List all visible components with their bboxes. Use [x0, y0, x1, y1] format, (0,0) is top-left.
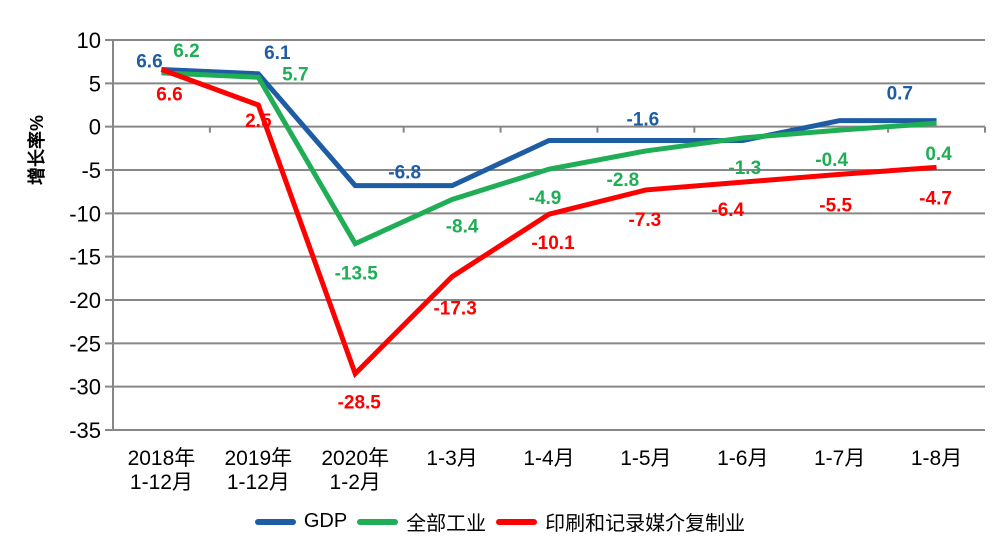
data-label-industry: 0.4 [925, 144, 952, 165]
data-label-industry: 6.2 [173, 41, 199, 62]
series-line-industry [161, 70, 937, 247]
legend-swatch-gdp [254, 518, 296, 525]
data-label-printing: -28.5 [338, 393, 382, 414]
data-label-printing: 2.5 [245, 111, 272, 132]
x-category-label: 1-3月 [426, 447, 477, 470]
x-category-label: 1-6月 [717, 447, 768, 470]
data-label-industry: -2.8 [607, 170, 640, 191]
y-tick-label: -35 [69, 418, 101, 443]
y-tick-label: 0 [89, 115, 101, 140]
data-label-printing: -4.7 [919, 188, 952, 209]
series-line-gdp [161, 66, 937, 189]
data-label-gdp: -6.8 [388, 163, 421, 184]
x-category-label: 1-7月 [814, 447, 865, 470]
data-label-industry: -13.5 [335, 264, 379, 285]
y-tick-label: -5 [81, 158, 101, 183]
data-label-printing: -10.1 [531, 233, 575, 254]
data-label-gdp: 0.7 [887, 84, 913, 105]
x-category-label: 1-4月 [523, 447, 574, 470]
legend-item-printing: 印刷和记录媒介复制业 [496, 507, 745, 536]
legend-swatch-industry [357, 518, 399, 525]
x-category-label: 1-8月 [911, 447, 962, 470]
series-line-printing [160, 67, 937, 379]
x-category-label: 2018年 1-12月 [128, 447, 196, 494]
legend-item-gdp: GDP [254, 510, 348, 533]
y-tick-label: -10 [69, 201, 101, 226]
data-label-industry: 5.7 [282, 64, 308, 85]
legend-swatch-printing [496, 518, 538, 525]
x-category-label: 2019年 1-12月 [224, 447, 292, 494]
data-label-industry: -0.4 [815, 150, 848, 171]
data-label-printing: -17.3 [433, 299, 476, 320]
data-label-industry: -8.4 [446, 216, 479, 237]
x-category-label: 2020年 1-2月 [321, 447, 389, 494]
data-label-printing: -5.5 [819, 195, 852, 216]
y-axis-title: 增长率% [27, 114, 47, 186]
data-label-gdp: -1.6 [627, 110, 660, 131]
data-label-printing: -6.4 [711, 200, 744, 221]
legend-label-printing: 印刷和记录媒介复制业 [545, 513, 746, 535]
y-tick-label: -25 [69, 331, 101, 356]
legend: GDP 全部工业 印刷和记录媒介复制业 [0, 507, 1000, 536]
data-label-gdp: 6.6 [136, 51, 162, 72]
data-label-industry: -4.9 [529, 188, 562, 209]
x-category-label: 1-5月 [620, 447, 671, 470]
data-label-printing: 6.6 [156, 84, 182, 105]
y-tick-label: -30 [69, 375, 101, 400]
legend-item-industry: 全部工业 [357, 507, 486, 536]
y-tick-label: -20 [69, 288, 101, 313]
y-tick-label: 5 [89, 71, 101, 96]
y-tick-label: 10 [77, 28, 101, 53]
y-tick-label: -15 [69, 245, 101, 270]
data-label-industry: -1.3 [728, 158, 761, 179]
legend-label-gdp: GDP [303, 510, 348, 532]
legend-label-industry: 全部工业 [406, 513, 487, 535]
data-label-gdp: 6.1 [264, 43, 291, 64]
data-label-printing: -7.3 [629, 210, 662, 231]
